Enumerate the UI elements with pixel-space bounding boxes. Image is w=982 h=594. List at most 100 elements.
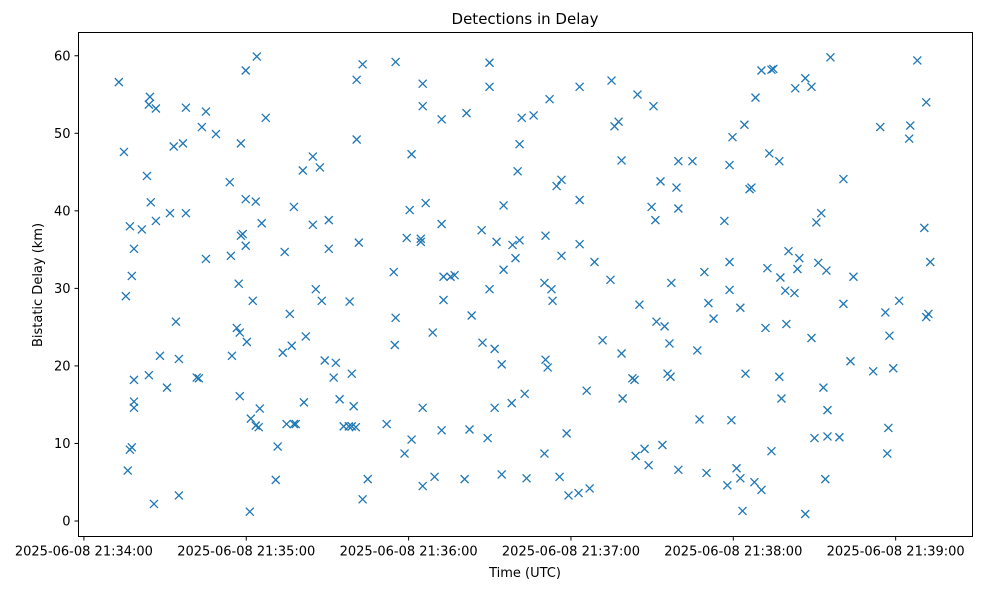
data-point-marker: [825, 52, 835, 62]
data-point-marker: [430, 472, 440, 482]
data-point-marker: [541, 231, 550, 241]
data-point-marker: [794, 253, 804, 263]
data-point-marker: [741, 369, 750, 379]
data-point-marker: [507, 398, 517, 408]
data-point-marker: [345, 297, 355, 307]
y-tick-label: 60: [54, 49, 71, 64]
data-point-marker: [726, 415, 736, 425]
data-point-marker: [800, 73, 810, 83]
data-point-marker: [739, 120, 749, 130]
data-point-marker: [165, 208, 175, 218]
data-point-marker: [912, 55, 922, 65]
data-point-marker: [287, 341, 297, 351]
data-point-marker: [194, 373, 204, 383]
data-point-marker: [352, 75, 362, 85]
data-point-marker: [821, 266, 831, 276]
data-point-marker: [389, 267, 399, 277]
data-point-marker: [761, 323, 770, 333]
data-point-marker: [735, 303, 745, 313]
data-point-marker: [756, 485, 766, 495]
data-point-marker: [888, 363, 898, 373]
data-point-marker: [575, 82, 585, 92]
data-point-marker: [125, 221, 135, 231]
data-point-marker: [352, 135, 362, 144]
data-point-marker: [407, 435, 417, 445]
data-point-marker: [391, 57, 401, 67]
data-point-marker: [347, 369, 357, 379]
data-point-marker: [702, 468, 711, 478]
data-point-marker: [631, 451, 641, 461]
data-point-marker: [285, 309, 295, 319]
data-point-marker: [634, 300, 644, 310]
data-point-marker: [315, 162, 325, 172]
data-point-marker: [255, 404, 265, 414]
data-point-marker: [781, 319, 791, 329]
data-point-marker: [762, 263, 772, 273]
data-point-marker: [894, 296, 904, 306]
data-point-marker: [289, 419, 299, 429]
data-point-marker: [606, 275, 615, 285]
data-point-marker: [529, 111, 539, 120]
data-point-marker: [703, 298, 713, 308]
data-point-marker: [298, 166, 308, 175]
data-point-marker: [562, 428, 572, 438]
data-point-marker: [418, 101, 428, 111]
data-point-marker: [144, 370, 154, 380]
data-point-marker: [732, 463, 742, 473]
data-point-marker: [280, 247, 290, 257]
data-point-marker: [351, 422, 361, 432]
data-point-marker: [607, 76, 617, 86]
data-point-marker: [735, 473, 745, 483]
data-point-marker: [324, 215, 334, 225]
data-point-marker: [162, 383, 172, 393]
data-point-marker: [301, 331, 311, 341]
data-point-marker: [317, 296, 327, 306]
data-point-marker: [652, 317, 661, 327]
data-point-marker: [289, 202, 299, 212]
data-point-marker: [617, 155, 627, 165]
data-point-marker: [236, 138, 246, 148]
data-point-marker: [774, 372, 784, 382]
data-point-marker: [320, 356, 330, 365]
x-tick-label: 2025-06-08 21:38:00: [664, 545, 802, 560]
data-point-marker: [311, 284, 321, 294]
data-point-marker: [548, 296, 558, 306]
data-point-marker: [823, 405, 832, 415]
data-point-marker: [882, 449, 892, 458]
data-point-marker: [617, 349, 627, 358]
data-point-marker: [418, 481, 428, 491]
data-point-marker: [780, 286, 790, 296]
data-point-marker: [875, 122, 885, 132]
y-tick-label: 20: [54, 359, 71, 374]
data-point-marker: [728, 132, 737, 142]
data-point-marker: [324, 244, 334, 254]
data-point-marker: [490, 344, 500, 354]
data-point-marker: [725, 285, 734, 295]
x-tick-label: 2025-06-08 21:39:00: [827, 545, 965, 560]
data-point-marker: [178, 138, 188, 148]
data-point-marker: [598, 335, 608, 345]
data-point-marker: [673, 204, 683, 213]
data-point-marker: [201, 254, 211, 264]
data-point-marker: [483, 433, 493, 443]
data-point-marker: [764, 149, 774, 158]
data-point-marker: [201, 107, 211, 117]
data-point-marker: [499, 265, 509, 275]
data-point-marker: [234, 279, 244, 289]
data-point-marker: [543, 363, 553, 372]
data-point-marker: [647, 202, 657, 212]
data-point-marker: [278, 348, 288, 358]
data-point-marker: [241, 241, 251, 251]
data-point-marker: [923, 309, 933, 319]
data-point-marker: [666, 372, 675, 382]
data-point-marker: [508, 240, 517, 250]
data-point-marker: [816, 208, 826, 218]
data-point-marker: [171, 317, 181, 327]
data-point-marker: [114, 77, 124, 87]
data-point-marker: [775, 273, 785, 282]
data-point-marker: [666, 278, 676, 288]
x-axis-ticks: 2025-06-08 21:34:00 2025-06-08 21:35:00 20…: [15, 536, 965, 560]
data-point-marker: [238, 229, 248, 239]
data-point-marker: [807, 82, 816, 92]
